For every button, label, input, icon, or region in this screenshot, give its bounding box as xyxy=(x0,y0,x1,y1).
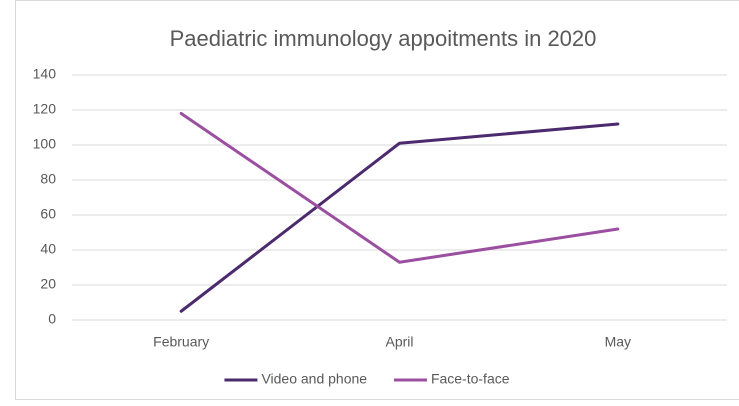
x-tick-label: February xyxy=(153,334,209,350)
y-tick-label: 100 xyxy=(33,136,57,152)
chart-frame xyxy=(15,0,739,400)
series-line xyxy=(179,112,620,264)
chart-title: Paediatric immunology appoitments in 202… xyxy=(170,26,597,51)
x-tick-label: May xyxy=(605,334,631,350)
legend-label: Face-to-face xyxy=(431,371,510,387)
y-tick-label: 20 xyxy=(40,276,56,292)
y-tick-label: 60 xyxy=(40,206,56,222)
legend-label: Video and phone xyxy=(261,371,367,387)
series-line xyxy=(179,122,620,313)
y-tick-label: 80 xyxy=(40,171,56,187)
y-tick-label: 40 xyxy=(40,241,56,257)
y-tick-label: 0 xyxy=(48,311,56,327)
x-tick-label: April xyxy=(385,334,413,350)
y-tick-label: 120 xyxy=(33,101,57,117)
y-tick-label: 140 xyxy=(33,66,57,82)
